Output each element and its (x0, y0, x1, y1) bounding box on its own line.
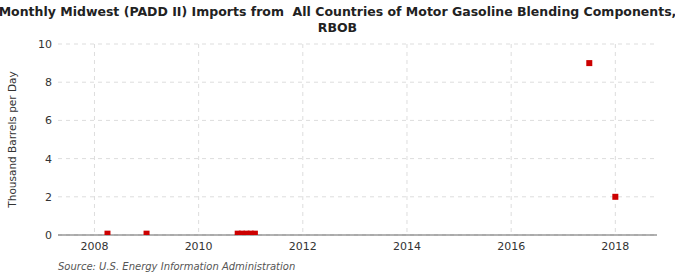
y-grid-line (58, 82, 657, 83)
title-line: Monthly Midwest (PADD II) Imports from A… (0, 4, 675, 19)
y-grid-line (58, 44, 657, 45)
x-grid-line (615, 44, 616, 235)
title-line: RBOB (318, 20, 357, 35)
x-grid-line (406, 44, 407, 235)
y-tick-label: 8 (45, 76, 52, 89)
x-grid-line (511, 44, 512, 235)
chart: 2008 2010 2012 2014 2016 2018 0 2 4 6 8 10 Monthly M… (0, 0, 675, 275)
x-tick-label: 2014 (393, 240, 421, 253)
ticks: 2008 2010 2012 2014 2016 2018 0 2 4 6 8 10 (38, 38, 629, 253)
x-tick-label: 2012 (289, 240, 317, 253)
y-axis-label: Thousand Barrels per Day (6, 71, 18, 208)
point (252, 231, 258, 235)
y-tick-label: 4 (45, 153, 52, 166)
x-tick-label: 2018 (601, 240, 629, 253)
x-tick-label: 2010 (185, 240, 213, 253)
y-grid-line (58, 158, 657, 159)
point (104, 231, 110, 235)
x-grid-line (198, 44, 199, 235)
x-tick-label: 2016 (497, 240, 525, 253)
point (586, 60, 592, 66)
points (104, 60, 618, 235)
point (144, 231, 150, 235)
title: Monthly Midwest (PADD II) Imports from A… (0, 4, 675, 35)
source: Source: U.S. Energy Information Administ… (58, 261, 295, 272)
y-tick-label: 6 (45, 114, 52, 127)
x-tick-label: 2008 (80, 240, 108, 253)
x-grid-line (302, 44, 303, 235)
x-grid-line (94, 44, 95, 235)
y-grid-line (58, 120, 657, 121)
y-tick-label: 2 (45, 191, 52, 204)
y-tick-label: 0 (45, 229, 52, 242)
y-tick-label: 10 (38, 38, 52, 51)
point (612, 194, 618, 200)
y-grid-line (58, 196, 657, 197)
grid (58, 44, 657, 235)
